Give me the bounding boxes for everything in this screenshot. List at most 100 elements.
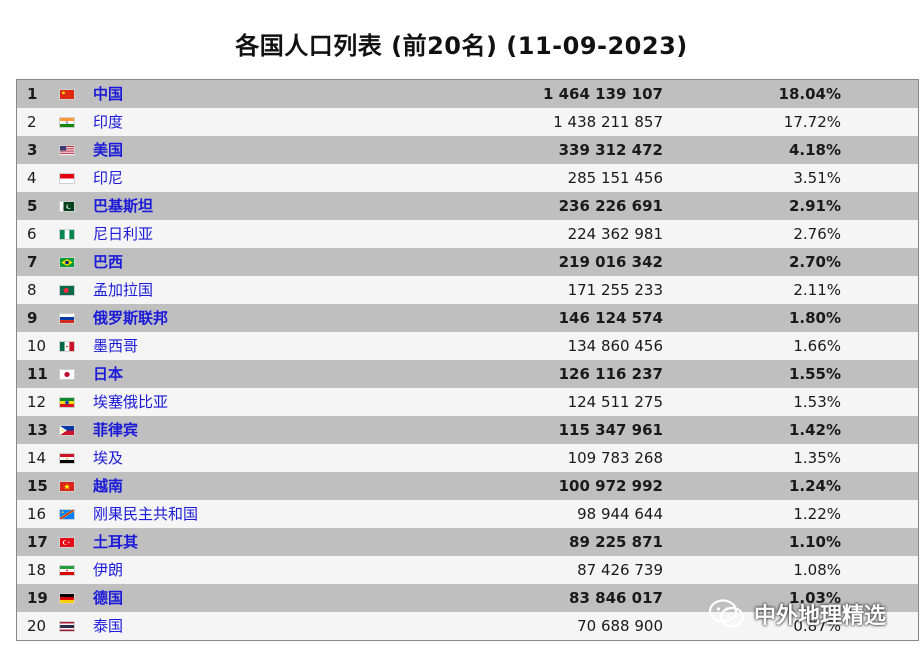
share-cell: 2.91% [788,197,841,215]
share-cell: 2.70% [788,253,841,271]
flag-cell [59,136,93,164]
spacer-cell [863,528,918,556]
flag-nigeria-icon [59,229,75,240]
country-link[interactable]: 德国 [93,589,124,607]
share-cell: 0.87% [793,617,841,635]
country-cell: 墨西哥 [93,332,393,360]
population-cell: 236 226 691 [558,197,663,215]
population-cell: 171 255 233 [567,281,663,299]
country-cell: 泰国 [93,612,393,640]
flag-cell [59,500,93,528]
flag-usa-icon [59,145,75,156]
flag-egypt-icon [59,453,75,464]
flag-cell [59,528,93,556]
flag-indonesia-icon [59,173,75,184]
spacer-cell [863,192,918,220]
flag-russia-icon [59,313,75,324]
flag-cell [59,444,93,472]
population-cell: 285 151 456 [567,169,663,187]
flag-pakistan-icon [59,201,75,212]
rank-cell: 17 [27,533,48,551]
population-table: 1 中国 1 464 139 107 18.04% 2 印度 1 438 211 857 17… [16,79,919,641]
country-link[interactable]: 美国 [93,141,124,159]
country-link[interactable]: 伊朗 [93,561,124,579]
country-link[interactable]: 巴基斯坦 [93,197,154,215]
rank-cell: 7 [27,253,38,271]
country-link[interactable]: 印尼 [93,169,124,187]
table-row: 20 泰国 70 688 900 0.87% [17,612,918,640]
rank-cell: 16 [27,505,47,523]
flag-cell [59,108,93,136]
country-cell: 印度 [93,108,393,136]
country-link[interactable]: 中国 [93,85,124,103]
population-cell: 126 116 237 [558,365,663,383]
country-link[interactable]: 巴西 [93,253,124,271]
country-link[interactable]: 越南 [93,477,124,495]
country-link[interactable]: 菲律宾 [93,421,139,439]
country-link[interactable]: 刚果民主共和国 [93,505,199,523]
share-cell: 1.42% [788,421,841,439]
country-link[interactable]: 俄罗斯联邦 [93,309,169,327]
population-cell: 100 972 992 [558,477,663,495]
watermark: 中外地理精选 [708,596,886,632]
country-link[interactable]: 孟加拉国 [93,281,154,299]
rank-cell: 4 [27,169,37,187]
spacer-cell [863,108,918,136]
flag-cell [59,80,93,108]
country-cell: 尼日利亚 [93,220,393,248]
share-cell: 1.24% [788,477,841,495]
country-cell: 巴西 [93,248,393,276]
country-link[interactable]: 埃及 [93,449,124,467]
country-cell: 孟加拉国 [93,276,393,304]
share-cell: 1.53% [793,393,841,411]
population-cell: 83 846 017 [569,589,663,607]
table-body: 1 中国 1 464 139 107 18.04% 2 印度 1 438 211 857 17… [17,80,918,640]
share-cell: 1.03% [788,589,841,607]
country-link[interactable]: 土耳其 [93,533,139,551]
rank-cell: 19 [27,589,48,607]
flag-cell [59,612,93,640]
table-row: 9 俄罗斯联邦 146 124 574 1.80% [17,304,918,332]
table-row: 7 巴西 219 016 342 2.70% [17,248,918,276]
country-link[interactable]: 墨西哥 [93,337,139,355]
country-link[interactable]: 尼日利亚 [93,225,154,243]
table-row: 8 孟加拉国 171 255 233 2.11% [17,276,918,304]
country-link[interactable]: 印度 [93,113,124,131]
table-row: 12 埃塞俄比亚 124 511 275 1.53% [17,388,918,416]
flag-philippines-icon [59,425,75,436]
spacer-cell [863,360,918,388]
share-cell: 17.72% [783,113,841,131]
population-cell: 124 511 275 [567,393,663,411]
population-cell: 1 464 139 107 [542,85,663,103]
table-row: 17 土耳其 89 225 871 1.10% [17,528,918,556]
rank-cell: 10 [27,337,47,355]
flag-vietnam-icon [59,481,75,492]
share-cell: 2.11% [793,281,841,299]
share-cell: 2.76% [793,225,841,243]
country-link[interactable]: 埃塞俄比亚 [93,393,169,411]
country-cell: 土耳其 [93,528,393,556]
flag-drcongo-icon [59,509,75,520]
rank-cell: 5 [27,197,38,215]
population-cell: 70 688 900 [577,617,663,635]
flag-thailand-icon [59,621,75,632]
flag-cell [59,388,93,416]
spacer-cell [863,472,918,500]
spacer-cell [863,304,918,332]
flag-cell [59,192,93,220]
country-cell: 美国 [93,136,393,164]
country-link[interactable]: 日本 [93,365,124,383]
spacer-cell [863,332,918,360]
flag-cell [59,304,93,332]
flag-cell [59,416,93,444]
population-cell: 224 362 981 [567,225,663,243]
rank-cell: 13 [27,421,48,439]
rank-cell: 9 [27,309,38,327]
rank-cell: 1 [27,85,38,103]
table-row: 5 巴基斯坦 236 226 691 2.91% [17,192,918,220]
flag-cell [59,472,93,500]
table-row: 11 日本 126 116 237 1.55% [17,360,918,388]
share-cell: 1.22% [793,505,841,523]
country-link[interactable]: 泰国 [93,617,124,635]
watermark-text: 中外地理精选 [754,604,887,629]
